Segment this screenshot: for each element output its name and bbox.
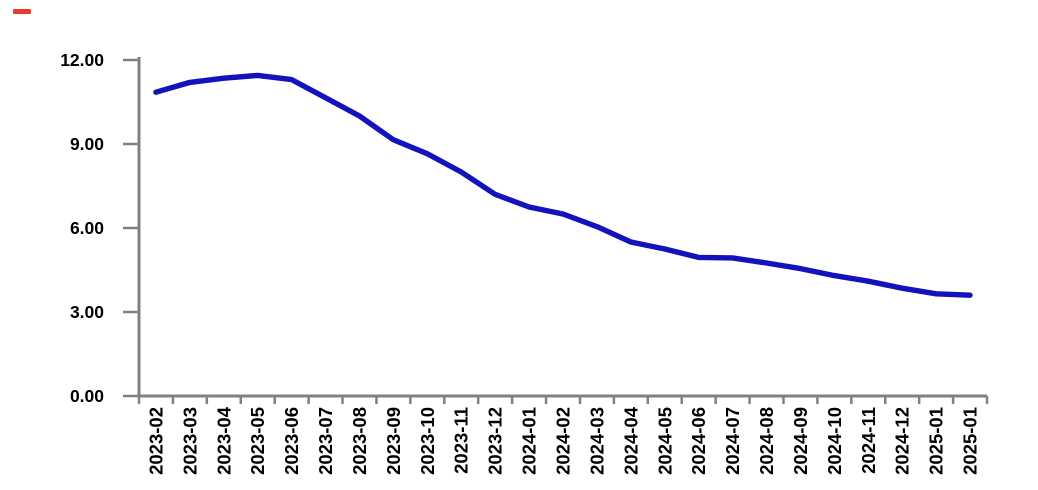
x-axis-label: 2023-05 [247, 407, 268, 475]
red-dash-marker [13, 9, 31, 14]
x-axis-label: 2023-12 [485, 407, 506, 475]
x-axis-label: 2024-07 [722, 407, 743, 475]
y-axis-label: 0.00 [70, 386, 104, 406]
x-axis-label: 2024-04 [620, 406, 641, 475]
y-axis-label: 9.00 [70, 134, 104, 154]
x-axis-label: 2024-06 [688, 407, 709, 475]
x-axis-label: 2024-10 [824, 407, 845, 475]
y-axis-label: 6.00 [70, 218, 104, 238]
x-axis-label: 2023-06 [281, 407, 302, 475]
x-axis-label: 2024-11 [858, 407, 879, 474]
data-line [153, 72, 973, 298]
x-axis-label: 2023-09 [383, 407, 404, 475]
x-axis-label: 2024-12 [892, 407, 913, 475]
y-axis-label: 3.00 [70, 302, 104, 322]
x-axis-label: 2025-01 [926, 407, 947, 475]
x-axis-label: 2024-09 [790, 407, 811, 475]
x-axis-label: 2024-02 [553, 407, 574, 475]
x-axis-label: 2024-01 [519, 407, 540, 475]
x-axis-label: 2023-08 [349, 407, 370, 475]
x-axis-label: 2023-10 [417, 407, 438, 475]
x-axis-label: 2024-08 [756, 407, 777, 475]
y-axis-label: 12.00 [60, 50, 104, 70]
x-axis-label: 2023-02 [145, 407, 166, 475]
x-axis-label: 2023-04 [213, 406, 234, 475]
x-axis-label: 2025-01 [960, 407, 981, 475]
x-axis-label: 2023-07 [315, 407, 336, 475]
x-axis-label: 2023-11 [451, 407, 472, 474]
x-axis-label: 2024-03 [586, 407, 607, 475]
x-axis-label: 2024-05 [654, 407, 675, 475]
x-axis-label: 2023-03 [179, 407, 200, 475]
